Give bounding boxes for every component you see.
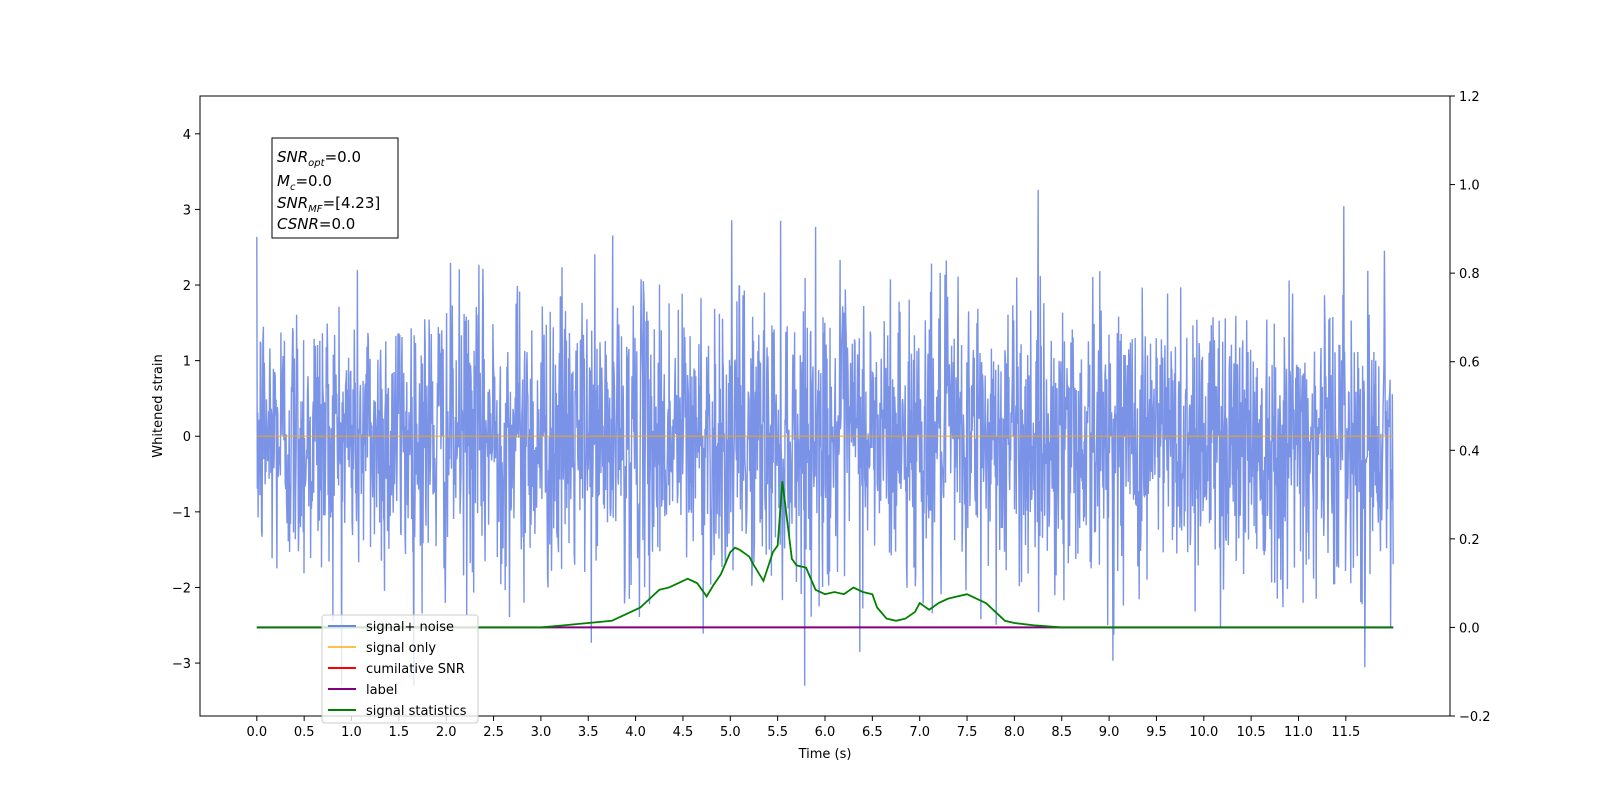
x-tick-label: 0.0 xyxy=(246,725,267,740)
x-tick-label: 3.5 xyxy=(578,725,599,740)
x-axis-label: Time (s) xyxy=(798,747,852,762)
x-tick-label: 10.0 xyxy=(1189,725,1218,740)
info-box-frame xyxy=(271,137,399,239)
x-tick-label: 5.0 xyxy=(720,725,741,740)
info-snr-opt: SNRopt=0.0 xyxy=(277,148,361,169)
legend: signal+ noise signal only cumilative SNR… xyxy=(321,614,479,724)
y-tick-label: 1 xyxy=(183,355,191,370)
x-tick-label: 1.0 xyxy=(341,725,362,740)
y2-tick-label: 0.0 xyxy=(1459,621,1480,636)
x-tick-label: 11.5 xyxy=(1331,725,1360,740)
legend-label-signal-statistics: signal statistics xyxy=(366,704,467,719)
x-tick-label: 6.0 xyxy=(815,725,836,740)
legend-label-signal-noise: signal+ noise xyxy=(366,620,454,635)
x-tick-label: 9.5 xyxy=(1146,725,1167,740)
x-tick-label: 3.0 xyxy=(531,725,552,740)
x-tick-label: 4.5 xyxy=(673,725,694,740)
y-tick-label: −2 xyxy=(172,581,191,596)
legend-label-cumulative-snr: cumilative SNR xyxy=(366,662,465,677)
legend-label-label: label xyxy=(366,683,397,698)
y-tick-label: 4 xyxy=(183,128,191,143)
y2-tick-label: 1.0 xyxy=(1459,179,1480,194)
y2-tick-label: 1.2 xyxy=(1459,90,1480,105)
y-tick-label: 0 xyxy=(183,430,191,445)
y2-tick-label: 0.8 xyxy=(1459,267,1480,282)
x-tick-label: 7.5 xyxy=(957,725,978,740)
y2-axis-ticks: −0.2 0.0 0.2 0.4 0.6 0.8 1.0 1.2 xyxy=(1450,90,1491,725)
legend-frame xyxy=(321,614,479,724)
info-mc: Mc=0.0 xyxy=(277,172,332,193)
y2-tick-label: 0.4 xyxy=(1459,444,1480,459)
x-tick-label: 9.0 xyxy=(1099,725,1120,740)
x-tick-label: 6.5 xyxy=(862,725,883,740)
x-tick-label: 8.0 xyxy=(1004,725,1025,740)
y2-tick-label: 0.6 xyxy=(1459,356,1480,371)
series-signal-noise-line xyxy=(256,189,1394,686)
y-tick-label: 2 xyxy=(183,279,191,294)
info-snr-mf: SNRMF=[4.23] xyxy=(277,194,380,215)
y-axis-ticks: −3 −2 −1 0 1 2 3 4 xyxy=(172,128,200,672)
noise-series xyxy=(256,189,1394,686)
x-tick-label: 2.0 xyxy=(436,725,457,740)
x-tick-label: 7.0 xyxy=(909,725,930,740)
y-tick-label: −3 xyxy=(172,657,191,672)
legend-label-signal-only: signal only xyxy=(366,641,436,656)
y-tick-label: −1 xyxy=(172,506,191,521)
y2-tick-label: 0.2 xyxy=(1459,533,1480,548)
info-csnr: CSNR=0.0 xyxy=(277,215,355,233)
info-box: SNRopt=0.0 Mc=0.0 SNRMF=[4.23] CSNR=0.0 xyxy=(271,137,399,239)
x-tick-label: 5.5 xyxy=(767,725,788,740)
y-tick-label: 3 xyxy=(183,203,191,218)
x-tick-label: 4.0 xyxy=(625,725,646,740)
x-tick-label: 11.0 xyxy=(1284,725,1313,740)
y-axis-label: Whitened strain xyxy=(151,354,166,457)
series-signal-statistics-line xyxy=(256,481,1394,629)
x-tick-label: 0.5 xyxy=(294,725,315,740)
y2-tick-label: −0.2 xyxy=(1459,710,1491,725)
x-tick-label: 10.5 xyxy=(1237,725,1266,740)
x-tick-label: 8.5 xyxy=(1051,725,1072,740)
x-tick-label: 1.5 xyxy=(389,725,410,740)
x-tick-label: 2.5 xyxy=(483,725,504,740)
x-axis-ticks: 0.0 0.5 1.0 1.5 2.0 2.5 3.0 3.5 4.0 4.5 5.0 5.5 6.0 6… xyxy=(246,716,1360,740)
